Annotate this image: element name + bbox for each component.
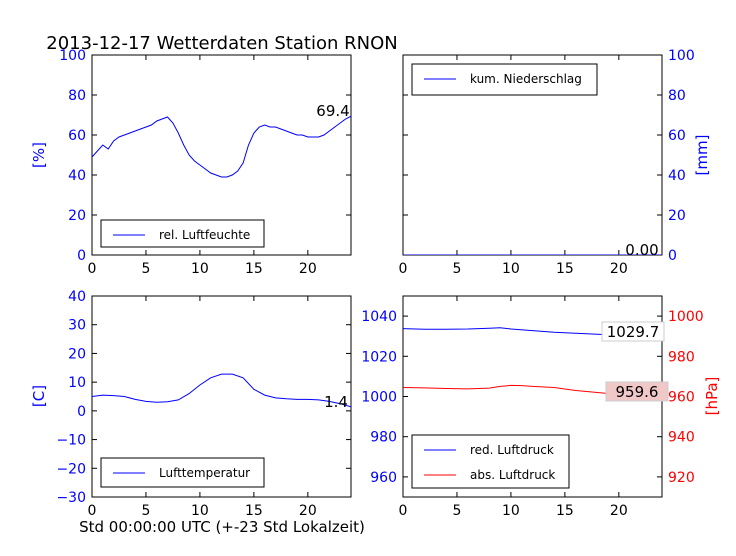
y-tick-label: 960 [370,470,397,486]
legend-label: Lufttemperatur [159,466,250,480]
legend-frame [100,219,265,248]
panel-top-left: 0 5 10 15 20 0 20 40 60 80 100 [%] rel. Luftfeuchte 6… [30,48,352,277]
legend-label: abs. Luftdruck [470,468,555,482]
y-tick-label: 1040 [361,309,397,325]
y-tick-label: 100 [668,48,695,64]
x-tick-label: 20 [610,261,628,277]
x-tick-label: 20 [610,503,628,519]
figure-title: 2013-12-17 Wetterdaten Station RNON [46,33,397,54]
x-tick-label: 5 [452,261,461,277]
x-tick-label: 10 [191,261,209,277]
y-right-tick-label: 920 [668,470,695,486]
legend-label: kum. Niederschlag [470,72,582,86]
y-tick-label: 20 [668,208,686,224]
y-tick-label: −10 [56,433,86,449]
x-tick-label: 15 [245,503,263,519]
x-axis-label: Std 00:00:00 UTC (+-23 Std Lokalzeit) [79,518,365,536]
x-tick-label: 0 [399,261,408,277]
y-tick-label: 30 [68,318,86,334]
panel-bottom-right: 0 5 10 15 20 960 980 1000 1020 1040 920 940 960 980 10… [361,295,721,519]
x-tick-label: 10 [191,503,209,519]
legend-label: red. Luftdruck [470,443,554,457]
y-axis-label: [C] [30,385,48,407]
y-tick-label: 60 [68,128,86,144]
y-axis-label: [hPa] [703,377,721,416]
y-tick-label: 20 [68,346,86,362]
y-tick-label: −30 [56,490,86,506]
panel-top-right: 0 5 10 15 20 0 20 40 60 80 100 [mm] kum. Niederschla… [399,48,711,277]
value-annotation: 1029.7 [607,323,660,341]
y-tick-label: 1000 [361,390,397,406]
y-tick-label: 980 [370,430,397,446]
axes-frame [91,54,352,256]
y-axis-label: [%] [30,142,48,168]
value-annotation: 0.00 [625,241,658,259]
y-tick-label: 80 [668,88,686,104]
x-tick-label: 15 [556,261,574,277]
y-tick-label: 80 [68,88,86,104]
legend: rel. Luftfeuchte [100,219,265,248]
x-tick-label: 0 [88,261,97,277]
y-tick-label: 1020 [361,349,397,365]
legend: red. Luftdruck abs. Luftdruck [411,434,570,489]
x-tick-label: 5 [452,503,461,519]
y-tick-label: −20 [56,461,86,477]
value-annotation: 1.4 [324,393,348,411]
y-tick-label: 0 [668,248,677,264]
x-tick-label: 10 [502,503,520,519]
y-tick-label: 0 [77,248,86,264]
legend: Lufttemperatur [100,457,265,488]
x-tick-label: 5 [141,261,150,277]
series-line-1 [92,373,351,408]
y-right-tick-label: 980 [668,349,695,365]
legend: kum. Niederschlag [411,63,598,96]
panel-bottom-left: 0 5 10 15 20 −30 −20 −10 0 10 20 30 40 [C] Lufttempera… [30,289,352,519]
value-annotation: 959.6 [616,383,659,401]
value-annotation-box [601,321,665,342]
series-line-1 [92,115,351,178]
x-tick-label: 20 [299,503,317,519]
y-tick-label: 60 [668,128,686,144]
legend-frame [411,434,570,489]
y-tick-label: 10 [68,375,86,391]
y-right-tick-label: 1000 [668,309,704,325]
x-tick-label: 15 [245,261,263,277]
value-annotation-box [605,381,669,402]
x-tick-label: 20 [299,261,317,277]
x-tick-label: 5 [141,503,150,519]
x-tick-label: 0 [88,503,97,519]
x-tick-label: 15 [556,503,574,519]
value-annotation: 69.4 [316,102,349,120]
legend-label: rel. Luftfeuchte [159,228,250,242]
y-tick-label: 40 [668,168,686,184]
y-right-tick-label: 940 [668,430,695,446]
y-tick-label: 0 [77,404,86,420]
x-tick-label: 0 [399,503,408,519]
y-tick-label: 40 [68,168,86,184]
y-axis-label: [mm] [693,135,711,176]
y-tick-label: 40 [68,289,86,305]
y-tick-label: 100 [59,48,86,64]
y-right-tick-label: 960 [668,390,695,406]
x-tick-label: 10 [502,261,520,277]
y-tick-label: 20 [68,208,86,224]
